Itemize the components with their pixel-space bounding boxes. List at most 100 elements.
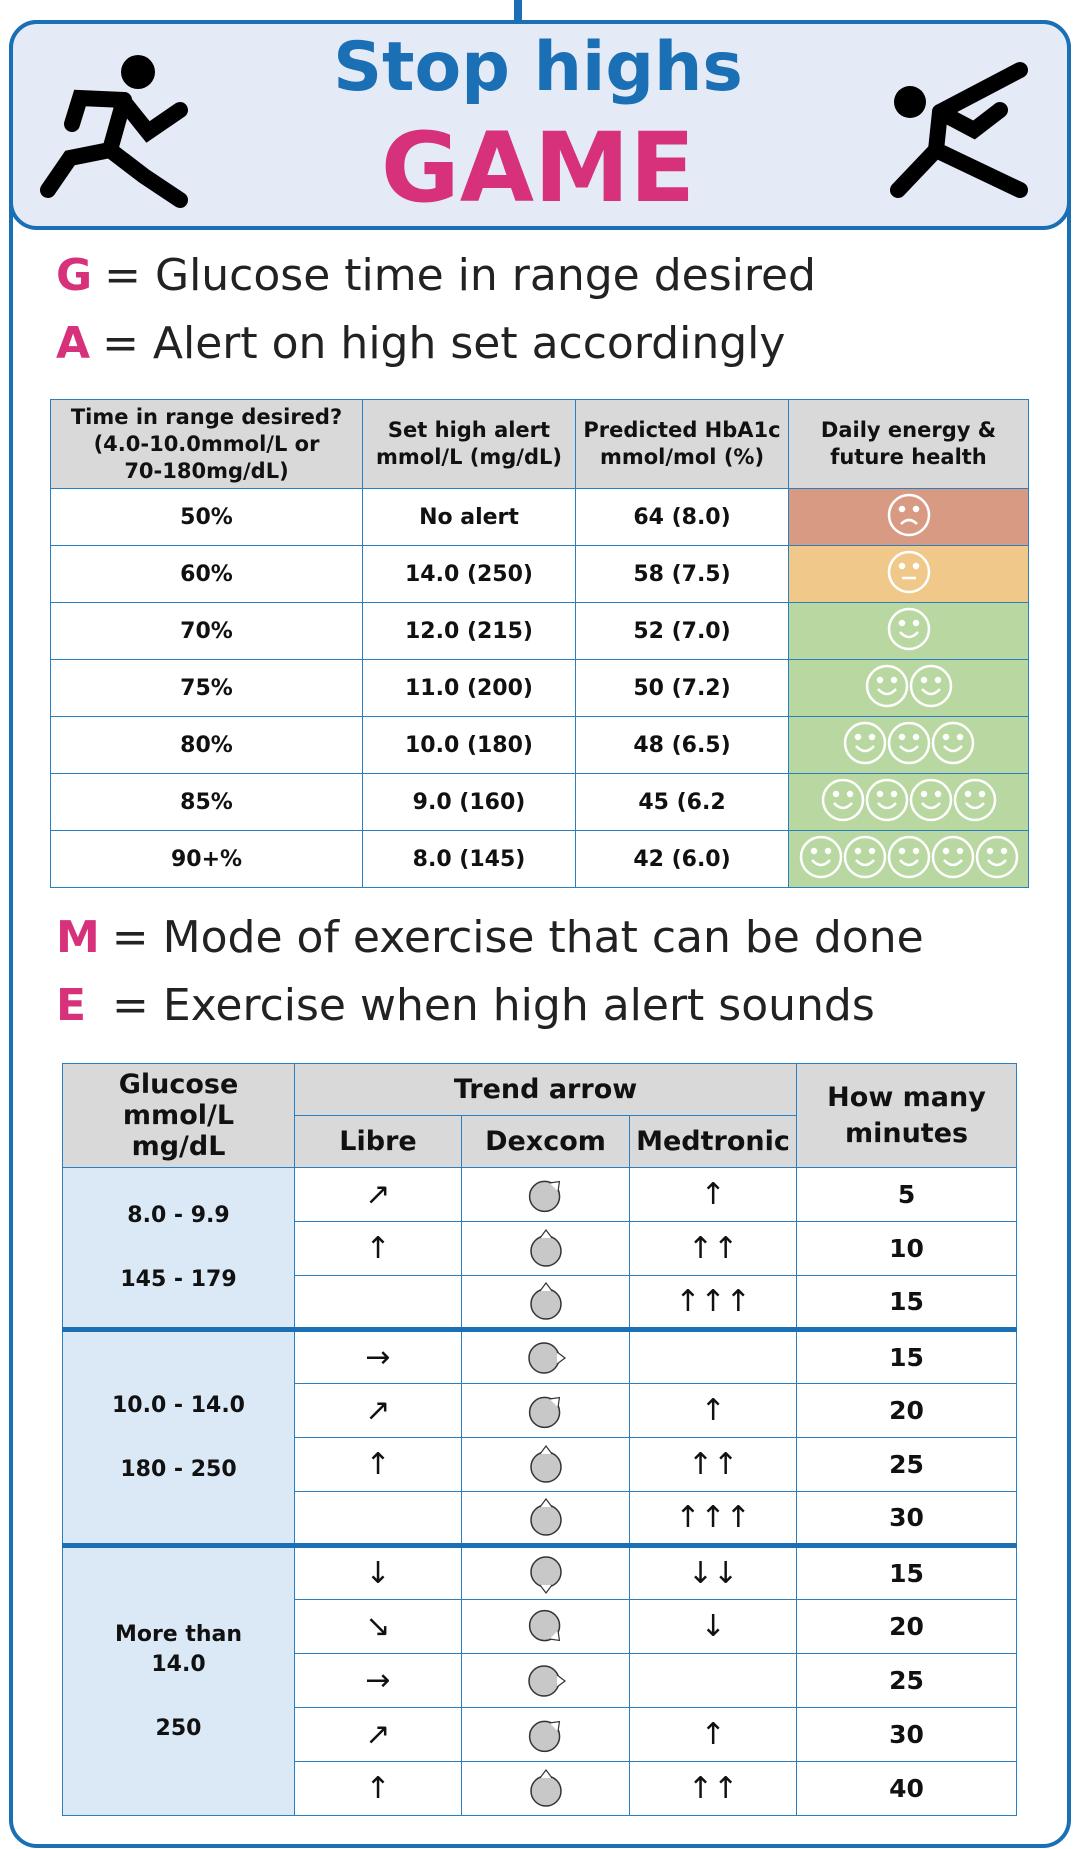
face bbox=[887, 835, 930, 879]
row: → 25 bbox=[63, 1653, 1018, 1708]
row: ↗ ↑ 30 bbox=[63, 1707, 1018, 1762]
row: ↑ ↑↑ 40 bbox=[63, 1761, 1018, 1816]
medtronic-arrow: ↑↑ bbox=[628, 1761, 798, 1816]
header-row: Time in range desired? (4.0-10.0mmol/L or… bbox=[50, 399, 1029, 489]
row: 75% 11.0 (200) 50 (7.2) bbox=[50, 659, 1029, 717]
dexcom-icon bbox=[528, 1720, 560, 1752]
dexcom-arrow bbox=[528, 1396, 560, 1428]
face-outline bbox=[909, 778, 952, 822]
glucose-cell: 8.0 - 9.9 145 - 179 bbox=[62, 1167, 295, 1330]
cell: 80% bbox=[50, 716, 363, 774]
face-outline bbox=[909, 664, 952, 708]
definition: A = Alert on high set accordingly bbox=[56, 318, 785, 369]
cell: 9.0 (160) bbox=[362, 773, 576, 831]
cell: 52 (7.0) bbox=[575, 602, 789, 660]
faces bbox=[887, 550, 930, 594]
eye bbox=[942, 847, 949, 855]
dexcom-tip bbox=[539, 1281, 552, 1291]
medtronic-arrow: ↑↑↑ bbox=[628, 1491, 798, 1546]
dexcom-arrow bbox=[529, 1228, 562, 1267]
eye bbox=[890, 790, 897, 798]
dexcom-circle bbox=[527, 1341, 560, 1374]
eye bbox=[912, 733, 919, 741]
header-line: minutes bbox=[844, 1117, 969, 1149]
dexcom-arrow bbox=[527, 1341, 566, 1374]
eye bbox=[1000, 847, 1007, 855]
mouth bbox=[876, 802, 897, 810]
libre-arrow: → bbox=[294, 1327, 462, 1384]
libre-arrow: ↓ bbox=[294, 1543, 462, 1600]
row: 8.0 - 9.9 145 - 179 ↗ ↑ 5 bbox=[62, 1167, 1018, 1330]
glucose-mmol: More than bbox=[114, 1621, 243, 1647]
mouth bbox=[942, 859, 963, 867]
dexcom-icon bbox=[529, 1768, 562, 1807]
medtronic-arrow: ↑ bbox=[628, 1383, 798, 1438]
face bbox=[865, 778, 908, 822]
dexcom-circle bbox=[529, 1234, 562, 1267]
dexcom-tip bbox=[539, 1444, 552, 1454]
minutes: 20 bbox=[796, 1383, 1018, 1438]
exercise-table: Glucose mmol/L mg/dL Trend arrow How many min… bbox=[62, 1063, 1018, 1816]
dexcom-icon bbox=[527, 1341, 566, 1374]
row: 10.0 - 14.0 180 - 250 → 15 bbox=[62, 1327, 1018, 1546]
eye bbox=[890, 676, 897, 684]
libre-arrow bbox=[294, 1491, 462, 1546]
medtronic-arrow: ↑ bbox=[628, 1707, 798, 1762]
dexcom-arrow bbox=[528, 1720, 560, 1752]
libre-arrow: ↑ bbox=[294, 1221, 462, 1276]
dexcom-icon bbox=[528, 1180, 560, 1212]
definition-letter: A bbox=[56, 318, 91, 369]
minutes: 25 bbox=[796, 1653, 1018, 1708]
eye bbox=[978, 790, 985, 798]
face-outline bbox=[843, 721, 886, 765]
face bbox=[887, 550, 930, 594]
face-cell bbox=[788, 716, 1029, 774]
eye bbox=[912, 505, 919, 513]
header-line: Daily energy & bbox=[820, 418, 997, 442]
header-cell: Trend arrow bbox=[293, 1063, 798, 1116]
cell: 48 (6.5) bbox=[575, 716, 789, 774]
eye bbox=[898, 562, 905, 570]
dexcom-tip bbox=[539, 1497, 552, 1507]
eye bbox=[868, 847, 875, 855]
row: 50% No alert 64 (8.0) bbox=[50, 488, 1029, 546]
dexcom-cell bbox=[461, 1221, 630, 1276]
header-cell: Dexcom bbox=[461, 1115, 630, 1168]
minutes: 40 bbox=[796, 1761, 1018, 1816]
dexcom-cell bbox=[461, 1327, 630, 1384]
row: 70% 12.0 (215) 52 (7.0) bbox=[50, 602, 1029, 660]
definition-text: = Exercise when high alert sounds bbox=[98, 980, 875, 1031]
face bbox=[975, 835, 1018, 879]
row: 90+% 8.0 (145) 42 (6.0) bbox=[50, 830, 1029, 888]
cell: 75% bbox=[50, 659, 363, 717]
face-outline bbox=[799, 835, 842, 879]
glucose-cell: 10.0 - 14.0 180 - 250 bbox=[62, 1327, 295, 1546]
dexcom-circle bbox=[527, 1664, 560, 1697]
dexcom-tip bbox=[539, 1768, 552, 1778]
dexcom-icon bbox=[528, 1396, 560, 1428]
eye bbox=[986, 847, 993, 855]
eye bbox=[912, 619, 919, 627]
eye bbox=[912, 562, 919, 570]
minutes: 15 bbox=[796, 1275, 1018, 1330]
cell: 50 (7.2) bbox=[575, 659, 789, 717]
dexcom-arrow bbox=[529, 1497, 562, 1536]
mouth bbox=[876, 688, 897, 696]
definition-text: = Glucose time in range desired bbox=[104, 250, 816, 301]
faces bbox=[843, 721, 974, 765]
dexcom-arrow bbox=[527, 1664, 566, 1697]
face bbox=[821, 778, 864, 822]
header-cell: Glucose mmol/L mg/dL bbox=[62, 1063, 295, 1168]
dexcom-arrow bbox=[529, 1555, 562, 1594]
eye bbox=[934, 790, 941, 798]
mouth bbox=[899, 518, 918, 525]
cell: 60% bbox=[50, 545, 363, 603]
face bbox=[887, 721, 930, 765]
face-outline bbox=[931, 721, 974, 765]
face bbox=[909, 664, 952, 708]
libre-arrow: ↗ bbox=[294, 1707, 462, 1762]
dexcom-cell bbox=[461, 1761, 630, 1816]
glucose-mgdl: 250 bbox=[155, 1715, 202, 1741]
header-cell: Daily energy & future health bbox=[788, 399, 1029, 489]
